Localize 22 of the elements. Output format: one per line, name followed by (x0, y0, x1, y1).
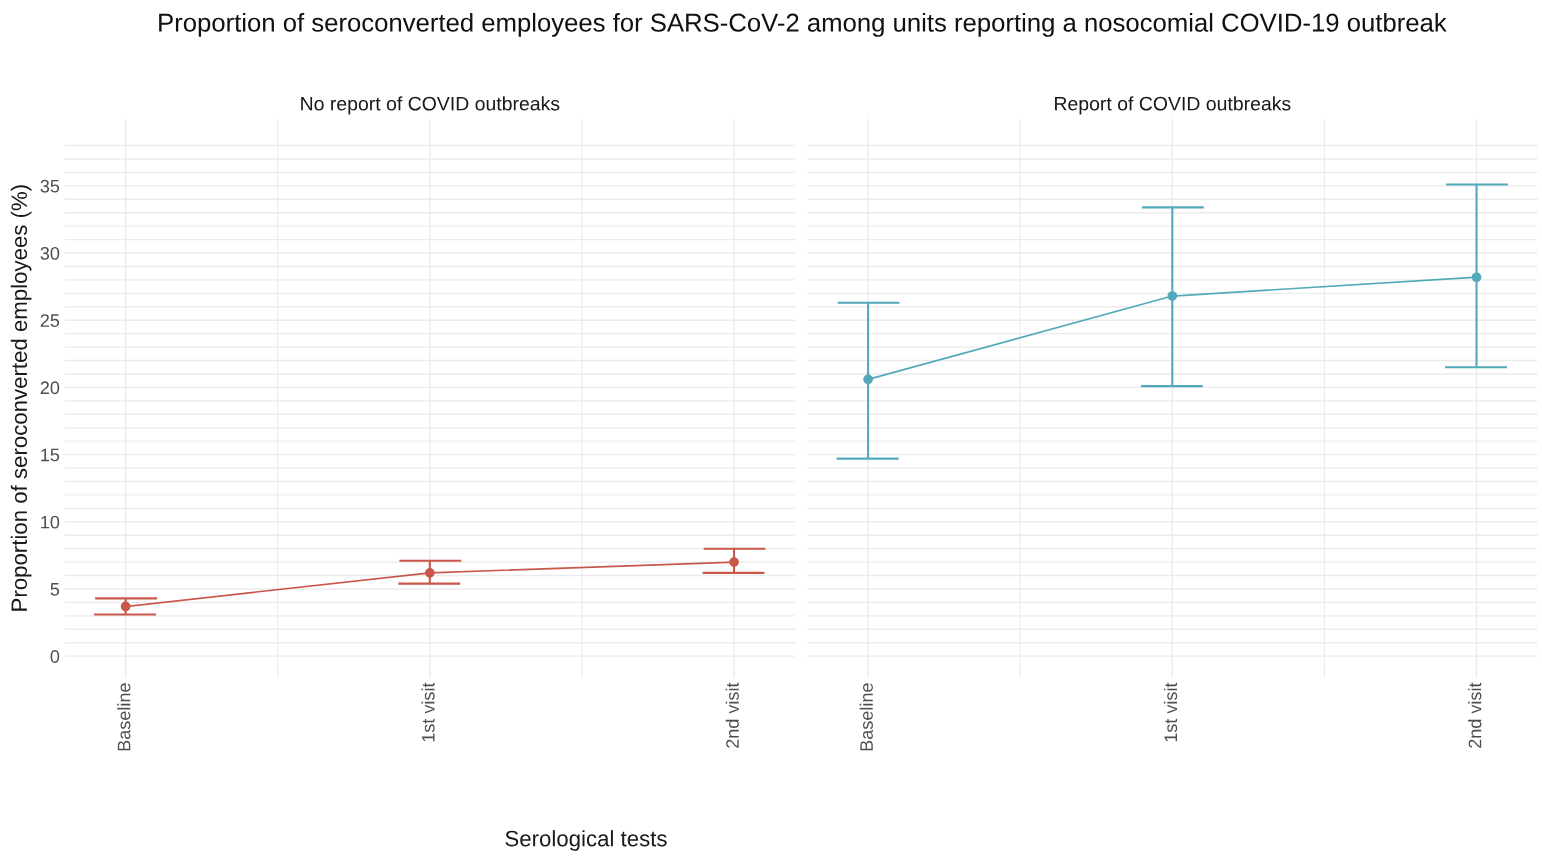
point (729, 557, 739, 567)
x-tick-label: Baseline (859, 683, 873, 751)
chart-title: Proportion of seroconverted employees for SARS-CoV-2 among units reporting a nosocomial COVID-19 outbreak (159, 12, 1447, 37)
y-tick-label: 30 (40, 246, 60, 260)
x-tick-label: Baseline (117, 683, 131, 751)
x-tick-label: 1st visit (421, 682, 435, 742)
y-tick-label: 20 (40, 381, 60, 395)
chart-subtitle: Report of COVID outbreaks (1055, 96, 1291, 115)
y-tick-label: 35 (40, 179, 60, 193)
y-tick-label: 15 (41, 448, 60, 462)
x-tick-label: 1st visit (1163, 682, 1178, 742)
y-tick-label: 10 (41, 515, 60, 529)
y-tick-label: 0 (50, 650, 60, 663)
text: Serological tests (505, 830, 667, 851)
point (424, 568, 435, 578)
point (120, 601, 131, 612)
x-tick-label: 2nd visit (725, 682, 739, 748)
x-tick-label: 2nd visit (1468, 682, 1482, 748)
y-axis-title: Proportion of seroconverted employees (%) (10, 185, 32, 611)
y-tick-label: 5 (50, 583, 60, 596)
y-tick-label: 25 (40, 314, 60, 327)
chart-subtitle: No report of COVID outbreaks (301, 96, 560, 115)
